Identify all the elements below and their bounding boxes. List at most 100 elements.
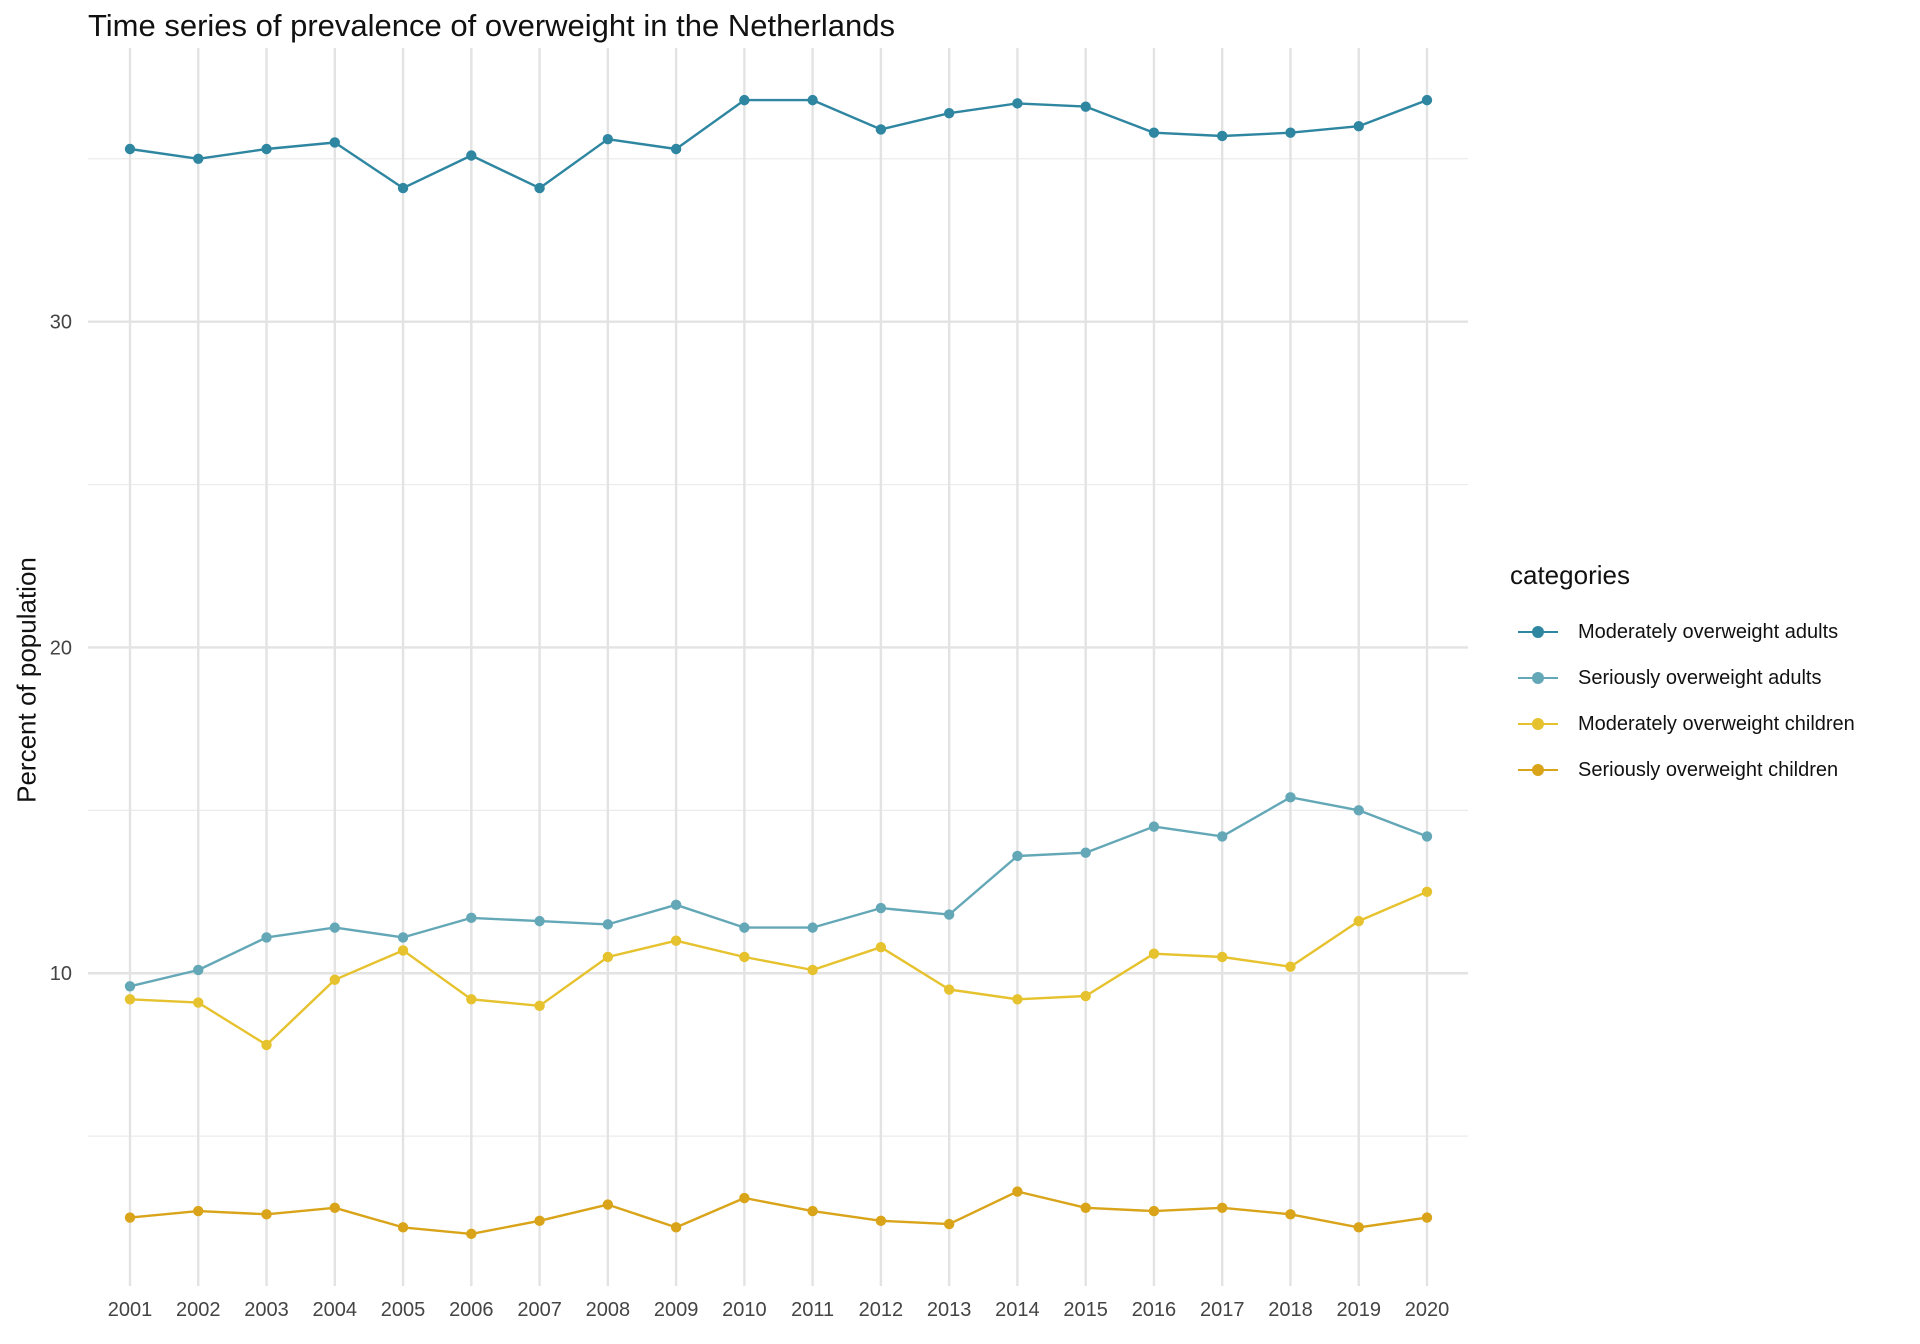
data-point [329, 974, 340, 985]
y-tick-label: 20 [50, 637, 72, 659]
legend: categories Moderately overweight adults S… [1510, 560, 1855, 793]
x-tick-label: 2006 [449, 1299, 494, 1321]
data-point [739, 1192, 750, 1204]
data-point [193, 964, 204, 976]
x-tick-label: 2007 [517, 1299, 562, 1321]
data-point [1148, 948, 1160, 959]
data-point [124, 981, 136, 992]
data-point [943, 984, 955, 995]
data-point [943, 107, 955, 119]
legend-item: Moderately overweight children [1510, 701, 1855, 747]
data-point [1421, 886, 1433, 897]
data-point [534, 915, 545, 927]
data-point [329, 922, 340, 933]
data-point [1285, 127, 1296, 138]
data-point [807, 1205, 818, 1217]
data-point [1217, 831, 1228, 842]
data-point [397, 932, 409, 943]
data-point [261, 143, 272, 155]
major-gridlines [88, 48, 1468, 1286]
data-point [1353, 805, 1364, 816]
data-point [1353, 1222, 1364, 1233]
series-line [129, 890, 1428, 1047]
legend-key-point [1532, 626, 1544, 638]
data-point [193, 153, 204, 164]
data-point [1148, 1205, 1160, 1217]
data-point [739, 951, 750, 963]
data-point [534, 1215, 545, 1227]
data-point [1012, 994, 1023, 1005]
data-point [466, 150, 477, 161]
x-tick-label: 2005 [381, 1299, 426, 1321]
x-tick-label: 2004 [313, 1299, 358, 1321]
legend-key [1518, 622, 1558, 642]
y-tick-label: 30 [50, 312, 72, 334]
x-tick-label: 2010 [722, 1299, 767, 1321]
data-point [602, 919, 614, 930]
series-3 [124, 886, 1433, 1051]
x-tick-label: 2014 [995, 1299, 1040, 1321]
data-point [670, 143, 682, 155]
data-point [943, 1218, 955, 1230]
data-point [193, 997, 204, 1008]
data-point [1421, 831, 1433, 842]
data-point [261, 932, 272, 943]
data-point [1217, 1202, 1228, 1214]
x-tick-label: 2019 [1336, 1299, 1381, 1321]
series-2 [124, 792, 1433, 992]
x-tick-label: 2001 [108, 1299, 153, 1321]
data-point [739, 922, 750, 933]
data-point [1012, 98, 1023, 109]
legend-items: Moderately overweight adults Seriously ov… [1510, 609, 1855, 793]
data-point [875, 902, 887, 914]
x-tick-label: 2003 [244, 1299, 289, 1321]
series-line [129, 98, 1428, 190]
x-tick-label: 2015 [1063, 1299, 1108, 1321]
series-line [129, 1190, 1428, 1236]
data-point [1217, 951, 1228, 963]
legend-label: Moderately overweight children [1578, 712, 1855, 735]
data-point [602, 951, 614, 963]
data-point [1217, 130, 1228, 142]
legend-item: Moderately overweight adults [1510, 609, 1855, 655]
data-point [466, 994, 477, 1005]
data-point [329, 137, 340, 148]
data-point [1285, 961, 1296, 972]
x-tick-label: 2002 [176, 1299, 221, 1321]
legend-title: categories [1510, 560, 1630, 590]
data-point [1148, 127, 1160, 138]
legend-label: Moderately overweight adults [1578, 620, 1839, 643]
x-tick-label: 2013 [927, 1299, 972, 1321]
series-layer [124, 94, 1433, 1240]
data-point [875, 124, 887, 135]
data-point [1285, 1209, 1296, 1220]
x-tick-label: 2017 [1200, 1299, 1245, 1321]
data-point [1421, 94, 1433, 106]
data-point [124, 994, 136, 1005]
minor-gridlines [88, 158, 1468, 1137]
x-tick-label: 2020 [1405, 1299, 1450, 1321]
data-point [124, 1212, 136, 1223]
data-point [534, 182, 545, 194]
data-point [1080, 1202, 1091, 1214]
legend-key [1518, 668, 1558, 688]
x-tick-label: 2012 [859, 1299, 904, 1321]
data-point [261, 1039, 272, 1051]
data-point [397, 945, 409, 956]
x-tick-label: 2011 [791, 1299, 834, 1321]
x-tick-label: 2008 [586, 1299, 631, 1321]
legend-key [1518, 714, 1558, 734]
x-tick-label: 2016 [1132, 1299, 1177, 1321]
data-point [670, 1222, 682, 1233]
data-point [124, 143, 136, 155]
data-point [1285, 792, 1296, 803]
data-point [602, 1199, 614, 1210]
data-point [1353, 120, 1364, 132]
data-point [534, 1000, 545, 1012]
data-point [466, 912, 477, 924]
data-point [1012, 850, 1023, 862]
data-point [739, 94, 750, 106]
data-point [807, 94, 818, 106]
x-tick-labels: 2001 2002 2003 2004 2005 2006 2007 2008 2009 2010… [108, 1299, 1450, 1321]
